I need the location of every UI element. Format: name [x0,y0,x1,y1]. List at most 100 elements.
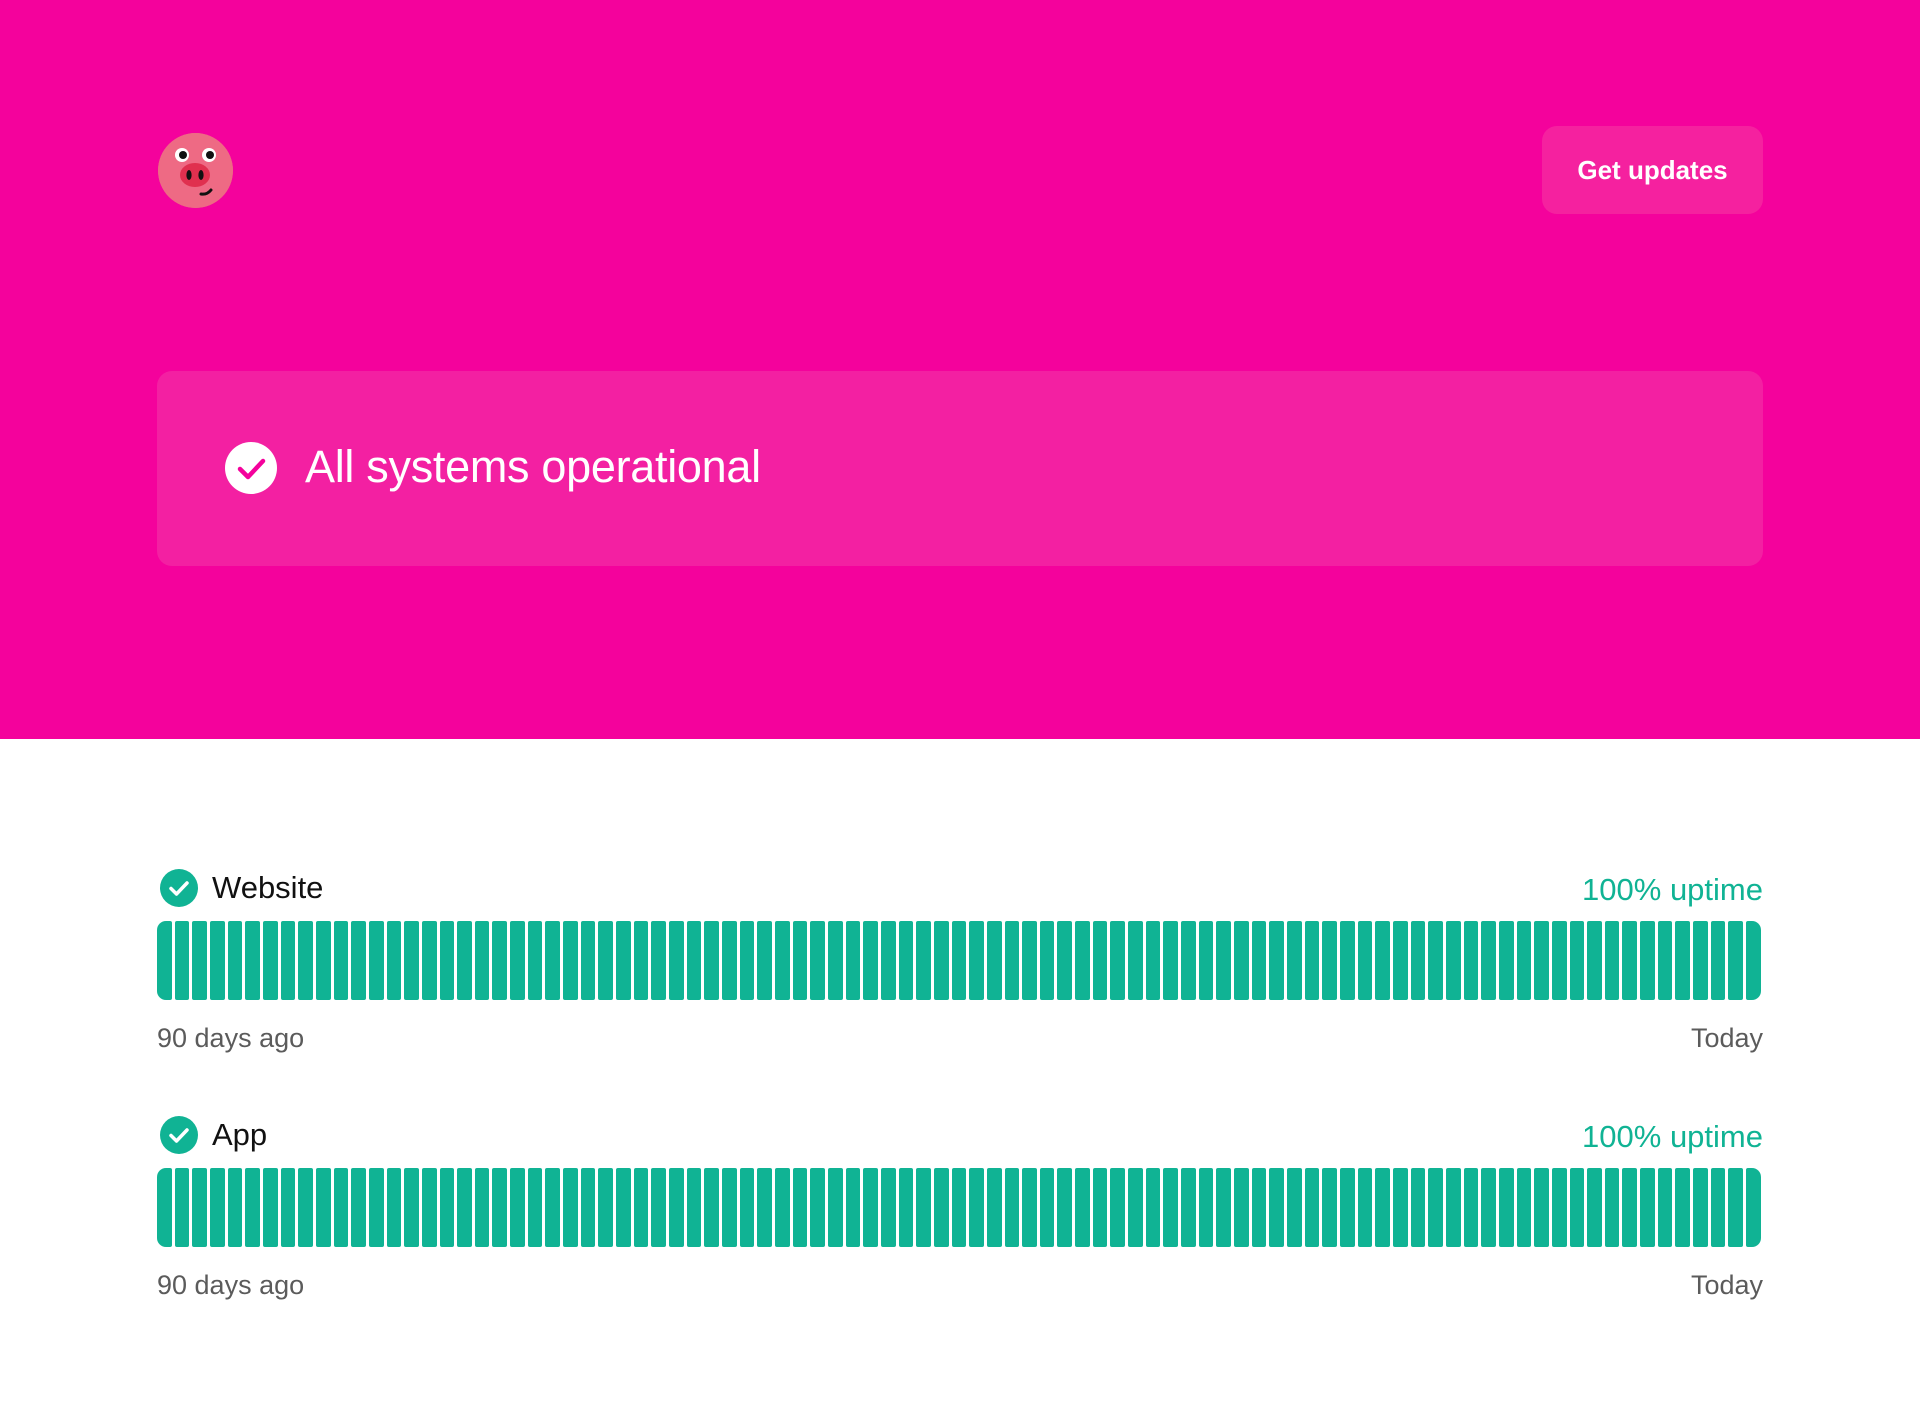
uptime-day-bar[interactable] [1269,921,1284,1000]
uptime-day-bar[interactable] [1498,1168,1514,1247]
uptime-day-bar[interactable] [439,921,455,1000]
uptime-day-bar[interactable] [404,1168,419,1247]
uptime-day-bar[interactable] [1287,921,1302,1000]
get-updates-button[interactable]: Get updates [1542,126,1763,214]
uptime-day-bar[interactable] [262,1168,278,1247]
uptime-day-bar[interactable] [174,921,190,1000]
uptime-day-bar[interactable] [510,921,525,1000]
uptime-day-bar[interactable] [1357,921,1373,1000]
uptime-day-bar[interactable] [386,921,402,1000]
uptime-day-bar[interactable] [933,921,949,1000]
uptime-day-bar[interactable] [1269,1168,1284,1247]
uptime-day-bar[interactable] [192,1168,207,1247]
uptime-day-bar[interactable] [898,1168,914,1247]
uptime-day-bar[interactable] [880,1168,896,1247]
uptime-day-bar[interactable] [298,921,313,1000]
uptime-day-bar[interactable] [368,1168,384,1247]
uptime-day-bar[interactable] [298,1168,313,1247]
uptime-day-bar[interactable] [686,1168,702,1247]
uptime-day-bar[interactable] [1640,921,1655,1000]
uptime-day-bar[interactable] [739,1168,755,1247]
uptime-day-bar[interactable] [1675,921,1691,1000]
uptime-day-bar[interactable] [669,921,684,1000]
uptime-day-bar[interactable] [563,1168,578,1247]
uptime-day-bar[interactable] [669,1168,684,1247]
uptime-day-bar[interactable] [951,1168,967,1247]
uptime-day-bar[interactable] [1145,921,1161,1000]
uptime-day-bar[interactable] [1322,1168,1337,1247]
uptime-day-bar[interactable] [827,921,843,1000]
uptime-day-bar[interactable] [1304,1168,1320,1247]
uptime-day-bar[interactable] [1410,921,1426,1000]
uptime-day-bar[interactable] [1481,1168,1496,1247]
uptime-day-bar[interactable] [1445,921,1461,1000]
uptime-day-bar[interactable] [1198,921,1214,1000]
uptime-day-bar[interactable] [1445,1168,1461,1247]
uptime-day-bar[interactable] [757,1168,772,1247]
uptime-day-bar[interactable] [1234,921,1249,1000]
uptime-day-bar[interactable] [704,921,719,1000]
uptime-day-bar[interactable] [1392,1168,1408,1247]
uptime-day-bar[interactable] [951,921,967,1000]
uptime-day-bar[interactable] [1587,1168,1602,1247]
uptime-day-bar[interactable] [315,1168,331,1247]
uptime-day-bar[interactable] [1198,1168,1214,1247]
uptime-day-bar[interactable] [1710,1168,1726,1247]
uptime-day-bar[interactable] [845,921,861,1000]
uptime-day-bar[interactable] [1534,921,1549,1000]
uptime-day-bar[interactable] [563,921,578,1000]
uptime-day-bar[interactable] [157,921,172,1000]
uptime-day-bar[interactable] [1251,921,1267,1000]
uptime-day-bar[interactable] [810,921,825,1000]
uptime-day-bar[interactable] [616,1168,631,1247]
uptime-day-bar[interactable] [1728,1168,1744,1247]
uptime-day-bar[interactable] [227,1168,243,1247]
uptime-day-bar[interactable] [386,1168,402,1247]
uptime-day-bar[interactable] [209,921,225,1000]
uptime-day-bar[interactable] [527,921,543,1000]
uptime-day-bar[interactable] [280,921,296,1000]
uptime-day-bar[interactable] [1516,921,1532,1000]
uptime-day-bar[interactable] [245,921,260,1000]
uptime-day-bar[interactable] [1604,1168,1620,1247]
uptime-day-bar[interactable] [280,1168,296,1247]
uptime-day-bar[interactable] [315,921,331,1000]
uptime-day-bar[interactable] [1339,921,1355,1000]
uptime-day-bar[interactable] [1092,1168,1108,1247]
uptime-day-bar[interactable] [439,1168,455,1247]
uptime-day-bar[interactable] [969,921,984,1000]
uptime-day-bar[interactable] [1675,1168,1691,1247]
uptime-day-bar[interactable] [1022,921,1037,1000]
uptime-day-bar[interactable] [1022,1168,1037,1247]
uptime-day-bar[interactable] [492,921,508,1000]
uptime-day-bar[interactable] [1339,1168,1355,1247]
uptime-day-bar[interactable] [404,921,419,1000]
uptime-day-bar[interactable] [1128,1168,1143,1247]
uptime-day-bar[interactable] [898,921,914,1000]
uptime-day-bar[interactable] [1357,1168,1373,1247]
uptime-day-bar[interactable] [174,1168,190,1247]
uptime-day-bar[interactable] [1463,921,1479,1000]
uptime-day-bar[interactable] [616,921,631,1000]
uptime-day-bar[interactable] [792,921,808,1000]
uptime-day-bar[interactable] [863,1168,878,1247]
uptime-day-bar[interactable] [1375,1168,1390,1247]
uptime-day-bar[interactable] [580,921,596,1000]
uptime-day-bar[interactable] [333,921,349,1000]
uptime-day-bar[interactable] [598,921,614,1000]
uptime-day-bar[interactable] [863,921,878,1000]
uptime-day-bar[interactable] [1375,921,1390,1000]
uptime-day-bar[interactable] [1410,1168,1426,1247]
uptime-day-bar[interactable] [1039,1168,1055,1247]
uptime-day-bar[interactable] [245,1168,260,1247]
uptime-day-bar[interactable] [845,1168,861,1247]
uptime-day-bar[interactable] [722,1168,737,1247]
uptime-day-bar[interactable] [1057,921,1073,1000]
pig-logo-icon[interactable] [158,133,233,208]
uptime-day-bar[interactable] [1110,1168,1126,1247]
uptime-day-bar[interactable] [1075,1168,1090,1247]
uptime-day-bar[interactable] [192,921,207,1000]
uptime-day-bar[interactable] [1251,1168,1267,1247]
uptime-day-bar[interactable] [421,921,437,1000]
uptime-day-bar[interactable] [474,1168,490,1247]
